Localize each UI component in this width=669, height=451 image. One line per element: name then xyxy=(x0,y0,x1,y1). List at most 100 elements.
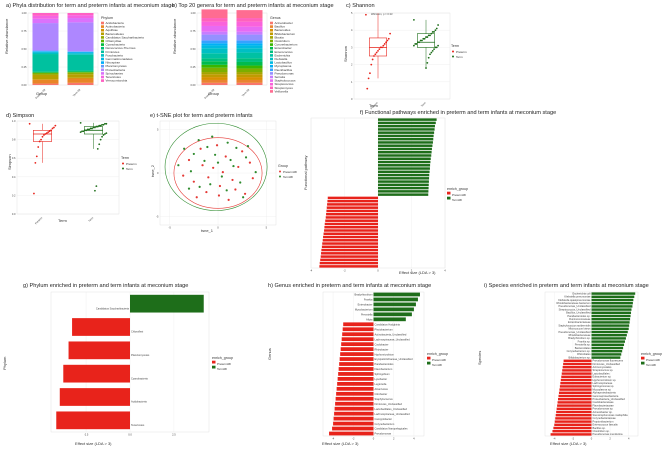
panel-f-bar xyxy=(327,196,378,200)
panel-i-bar-label: Alphaproteobacteria xyxy=(593,391,617,395)
panel-c-point xyxy=(425,36,427,38)
panel-c-point xyxy=(427,34,430,37)
panel-h-bar xyxy=(334,406,374,411)
panel-h-legend-title: enrich_group xyxy=(427,352,448,356)
panel-c-point xyxy=(385,41,387,44)
panel-i-xtick: 0 xyxy=(591,437,593,441)
panel-i-bar-label: Stenotrophomonas maltophilia xyxy=(593,413,629,417)
panel-e-point xyxy=(177,164,180,167)
panel-d-point xyxy=(98,124,101,127)
panel-h-legend-preterm: PretermMI xyxy=(432,358,446,362)
panel-b-bar-segment xyxy=(236,79,263,83)
panel-e-point xyxy=(207,176,210,179)
panel-b-bar-segment xyxy=(236,48,263,53)
panel-f-functional-pathways: f) Functional pathways enriched in prete… xyxy=(303,110,556,275)
panel-i-bar xyxy=(563,359,592,363)
panel-c-point xyxy=(369,72,371,75)
panel-h-bar-label: Enterobacter xyxy=(358,303,373,307)
panel-a-legend-label: Chlamydiae xyxy=(106,39,122,43)
panel-h-bar-label: Legionella xyxy=(375,382,387,386)
panel-a-legend-label: Actinobacteria xyxy=(106,25,125,29)
panel-i-bar xyxy=(591,340,625,343)
panel-c-point xyxy=(387,37,390,40)
panel-c-point xyxy=(433,48,435,51)
panel-f-bar xyxy=(378,164,431,167)
panel-b-bar-segment xyxy=(201,48,228,54)
panel-d-point xyxy=(86,128,89,131)
panel-e-point xyxy=(220,175,223,178)
panel-i-bar xyxy=(591,298,634,302)
panel-h-bar-label: Rhizobacter xyxy=(375,347,389,351)
panel-b-legend-label: Veillonella xyxy=(275,89,289,93)
panel-i-bar-label: Actinomycetales xyxy=(593,365,613,369)
panel-b-bar-segment xyxy=(236,74,263,78)
panel-d-point xyxy=(40,138,42,141)
panel-f-bar xyxy=(378,131,435,134)
panel-h-bar xyxy=(339,357,374,361)
panel-c-point xyxy=(422,37,425,40)
panel-d-point xyxy=(50,129,52,132)
panel-d-point xyxy=(99,138,102,141)
panel-i-bar xyxy=(591,333,627,337)
panel-h-bar xyxy=(373,317,406,322)
panel-h-bar-label: Parabacteroides xyxy=(375,362,395,366)
panel-c-annotation: Wilcoxon, p = 0.33 xyxy=(371,12,393,16)
panel-a-legend-label: Bacteroidetes xyxy=(106,32,125,36)
panel-b-legend-label: Bifidobacterium xyxy=(275,32,296,36)
panel-h-bar xyxy=(340,347,374,351)
panel-b-legend-key xyxy=(270,82,273,86)
panel-i-bar xyxy=(560,381,592,385)
panel-a-legend-key xyxy=(101,79,104,82)
panel-c-point xyxy=(435,27,438,30)
panel-c-point xyxy=(430,51,433,54)
panel-f-xlabel: Effect size (LDA > 3) xyxy=(399,270,436,275)
panel-b-bar-segment xyxy=(201,45,228,49)
panel-d-point xyxy=(98,143,101,146)
panel-e-point xyxy=(221,171,224,174)
panel-i-ylabel: Species xyxy=(477,351,482,365)
panel-b-legend-title: Genus xyxy=(270,16,281,20)
panel-b-bar-segment xyxy=(201,61,228,65)
panel-g-bar xyxy=(63,364,130,383)
panel-a-bar-segment xyxy=(32,18,59,24)
panel-i-xlabel: Effect size (LDA > 3) xyxy=(550,441,587,446)
panel-b-bar-segment xyxy=(201,9,228,19)
panel-e-point xyxy=(201,164,204,167)
panel-f-bar xyxy=(378,134,434,138)
panel-c-point xyxy=(367,77,370,80)
panel-f-bar xyxy=(378,183,429,187)
panel-c-ytick: 5 xyxy=(351,11,353,15)
panel-b-bar-segment xyxy=(201,18,228,22)
panel-b-legend-label: Acinetobacter xyxy=(275,21,293,25)
panel-i-bar xyxy=(559,385,592,388)
panel-i-bar xyxy=(553,426,592,430)
panel-h-bar xyxy=(336,391,374,396)
panel-i-bar xyxy=(563,362,592,366)
panel-d-point xyxy=(102,134,105,136)
panel-c-point xyxy=(413,18,415,21)
panel-c-point xyxy=(425,67,427,69)
panel-e-legend-marker xyxy=(279,170,281,173)
panel-a-ytick: 0.00 xyxy=(21,83,27,87)
panel-g-title: g) Phylum enriched in preterm and term i… xyxy=(23,283,188,289)
panel-e-xlabel: tsne_1 xyxy=(201,228,214,233)
panel-a-legend-label: Candidatus Saccharibacteria xyxy=(106,35,145,39)
panel-d-ytick: 0.2 xyxy=(12,193,16,197)
panel-b-bar-segment xyxy=(201,79,228,83)
panel-a-legend-key xyxy=(101,64,104,68)
panel-i-legend-title: enrich_group xyxy=(641,352,662,356)
panel-c-point xyxy=(415,43,418,45)
panel-d-point xyxy=(91,127,93,130)
panel-d-legend-marker xyxy=(122,167,124,170)
panel-f-bar xyxy=(378,151,432,154)
panel-a-bar-segment xyxy=(67,77,94,79)
panel-i-bar xyxy=(554,423,592,427)
panel-f-bar xyxy=(324,229,378,232)
panel-h-bar xyxy=(339,362,374,366)
panel-a-bar-segment xyxy=(32,74,59,80)
panel-f-bar xyxy=(326,206,378,209)
panel-b-bar-segment xyxy=(201,67,228,73)
panel-h-bar-label: Staphylococcus xyxy=(375,397,394,401)
panel-i-bar xyxy=(558,391,592,395)
